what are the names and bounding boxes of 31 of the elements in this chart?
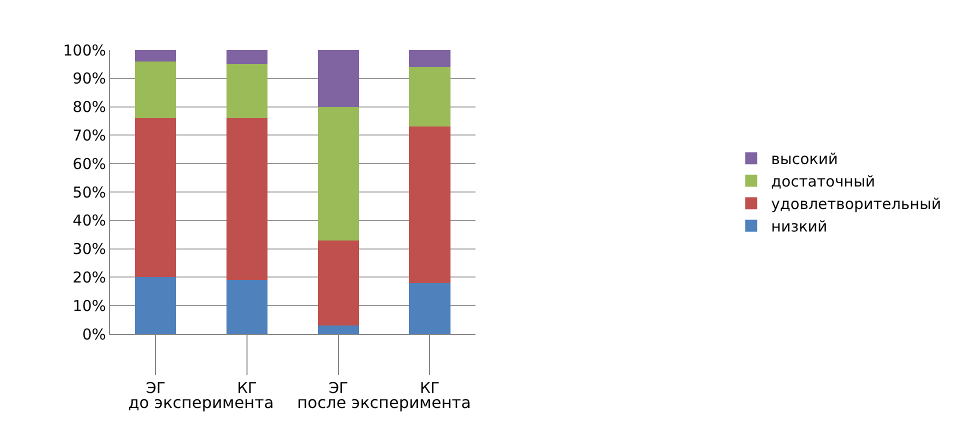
bar — [409, 126, 450, 283]
legend-label: достаточный — [771, 172, 876, 191]
y-tick-label: 50% — [72, 183, 106, 202]
legend-label: удовлетворительный — [771, 195, 942, 214]
bar — [226, 280, 268, 334]
bar — [318, 50, 359, 107]
bar — [226, 118, 268, 280]
bar — [226, 50, 268, 64]
y-tick-label: 100% — [63, 41, 106, 60]
bar — [409, 282, 450, 334]
y-tick-label: 60% — [72, 154, 106, 173]
y-tick-label: 70% — [72, 126, 106, 144]
bar — [318, 240, 359, 326]
bar — [135, 118, 176, 278]
y-tick-label: 10% — [72, 296, 106, 315]
bar — [409, 67, 450, 127]
legend-label: высокий — [771, 150, 838, 168]
bar — [318, 106, 359, 240]
bar — [135, 50, 176, 62]
y-tick-label: 0% — [82, 325, 106, 344]
legend-label: низкий — [771, 218, 828, 236]
bar — [318, 325, 359, 334]
bar — [135, 277, 176, 334]
y-tick-label: 20% — [72, 268, 106, 286]
y-tick-label: 90% — [72, 70, 106, 88]
bar — [409, 50, 450, 68]
bar — [135, 61, 176, 118]
bar — [226, 64, 268, 118]
y-tick-label: 40% — [72, 212, 106, 230]
y-tick-label: 30% — [72, 240, 106, 258]
y-tick-label: 80% — [72, 98, 106, 116]
